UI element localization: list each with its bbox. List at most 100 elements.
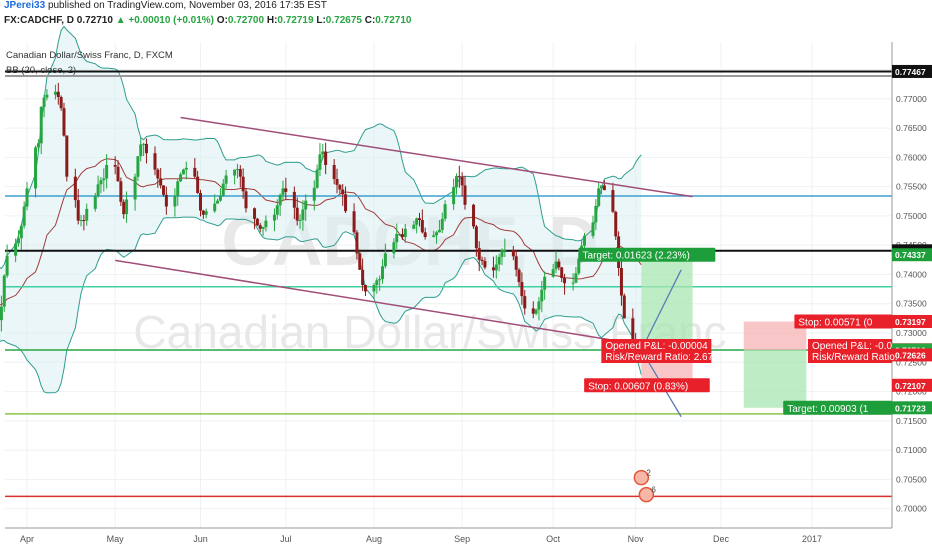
candle-body	[85, 208, 89, 221]
candle-body	[19, 225, 23, 239]
trend-channel-line-0[interactable]	[180, 116, 693, 198]
indicator-legend[interactable]: BB (20, close, 2)	[6, 65, 77, 76]
candle-body	[82, 220, 86, 222]
projection-arrow-up[interactable]	[640, 269, 682, 351]
candle-body	[517, 269, 521, 283]
candle-body	[497, 256, 501, 265]
price-axis-bg	[892, 42, 932, 550]
candle-body	[65, 135, 69, 177]
candle-body	[99, 180, 103, 185]
candle-body	[181, 169, 185, 175]
candle-body	[324, 151, 328, 165]
candle-body	[272, 214, 276, 221]
x-tick-label: Jun	[193, 534, 208, 544]
y-tick-label: 0.76000	[896, 152, 927, 162]
candle-body	[341, 189, 345, 195]
candle-body	[0, 306, 3, 321]
candle-body	[383, 253, 387, 267]
candle-body	[284, 188, 288, 192]
short-target-label: Target: 0.00903 (1	[787, 404, 869, 415]
price-tag: 0.73197	[895, 317, 926, 327]
candle-body	[196, 176, 200, 194]
candle-body	[264, 220, 268, 228]
candle-body	[241, 176, 245, 192]
y-tick-label: 0.70500	[896, 474, 927, 484]
x-tick-label: Nov	[628, 534, 645, 544]
short-pnl-label: Opened P&L: -0.0	[812, 341, 892, 352]
candle-body	[235, 169, 239, 171]
candle-body	[216, 200, 220, 204]
candle-body	[534, 309, 538, 314]
x-tick-label: Sep	[454, 534, 470, 544]
candle-body	[304, 200, 308, 210]
candle-body	[139, 144, 143, 157]
open-label: O:	[216, 15, 228, 26]
publish-info: JPerei33 published on TradingView.com, N…	[4, 0, 327, 11]
candle-body	[392, 242, 396, 254]
candle-body	[554, 261, 558, 270]
y-tick-label: 0.74000	[896, 269, 927, 279]
candle-body	[116, 166, 120, 182]
candle-body	[159, 178, 163, 186]
candle-body	[73, 176, 77, 201]
x-tick-label: Apr	[20, 534, 34, 544]
candle-body	[156, 169, 160, 179]
candle-body	[551, 269, 555, 277]
candle-body	[511, 249, 515, 257]
trend-channel-line-1[interactable]	[115, 259, 693, 354]
candle-body	[275, 205, 279, 215]
candle-body	[113, 164, 117, 167]
series-legend[interactable]: Canadian Dollar/Swiss Franc, D, FXCM	[6, 50, 173, 61]
candle-body	[56, 91, 60, 98]
candle-body	[432, 235, 436, 237]
high-label: H:	[266, 15, 278, 26]
candle-body	[119, 181, 123, 202]
y-tick-label: 0.76500	[896, 123, 927, 133]
y-tick-label: 0.75500	[896, 182, 927, 192]
long-pnl-label: Opened P&L: -0.00004	[605, 341, 708, 352]
short-target-label-bg	[783, 400, 892, 415]
candle-body	[62, 108, 66, 136]
candle-body	[22, 206, 26, 226]
publish-text: published on TradingView.com, November 0…	[47, 0, 327, 11]
candle-body	[233, 169, 237, 176]
price-tag: 0.72107	[895, 381, 926, 391]
candle-body	[477, 248, 481, 260]
candle-body	[352, 211, 356, 233]
candle-body	[372, 285, 376, 292]
candle-body	[335, 179, 339, 185]
candle-body	[395, 234, 399, 243]
candle-body	[358, 253, 362, 270]
event-marker-cluster[interactable]	[638, 486, 655, 503]
candle-body	[437, 229, 441, 233]
candle-body	[332, 164, 336, 180]
candle-body	[472, 204, 476, 227]
bb-fill	[0, 26, 642, 393]
y-tick-label: 0.77000	[896, 94, 927, 104]
candle-body	[591, 222, 595, 236]
candle-body	[400, 234, 404, 237]
last-price: 0.72710	[76, 15, 113, 26]
candle-body	[2, 275, 6, 307]
short-target-zone[interactable]	[743, 349, 807, 408]
candle-body	[198, 193, 202, 211]
candle-body	[102, 178, 106, 181]
candle-body	[443, 204, 447, 219]
candle-body	[125, 199, 129, 215]
candle-body	[122, 201, 126, 215]
author-link[interactable]: JPerei33	[4, 0, 46, 11]
candle-body	[258, 225, 262, 229]
price-tag-bg	[892, 348, 932, 362]
candle-body	[452, 187, 456, 205]
candle-body	[79, 220, 83, 222]
candle-body	[571, 282, 575, 284]
event-marker-top[interactable]	[633, 469, 650, 486]
candle-body	[381, 266, 385, 280]
long-rr-label: Risk/Reward Ratio: 2.67	[605, 352, 713, 363]
short-stop-label: Stop: 0.00571 (0	[798, 317, 872, 328]
candle-body	[537, 301, 541, 310]
y-tick-label: 0.70000	[896, 504, 927, 514]
candle-body	[218, 195, 222, 201]
candle-body	[76, 200, 80, 221]
